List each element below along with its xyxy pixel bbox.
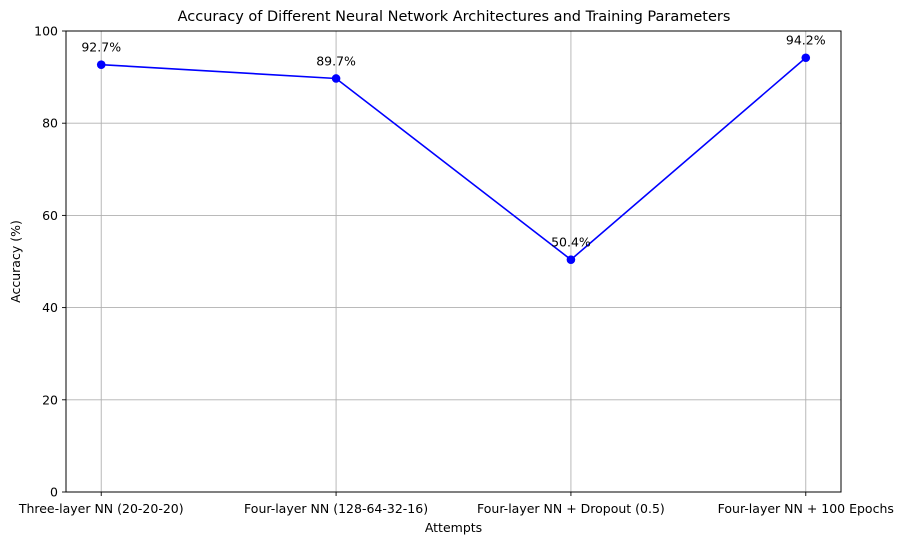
data-point [96, 60, 106, 69]
series [96, 53, 811, 264]
y-tick-label: 0 [50, 485, 58, 500]
chart-title: Accuracy of Different Neural Network Arc… [178, 9, 731, 25]
y-tick-label: 40 [42, 300, 58, 315]
y-tick-label: 20 [42, 392, 58, 407]
data-label: 94.2% [786, 33, 826, 48]
x-tick-label: Four-layer NN + 100 Epochs [718, 501, 894, 516]
grid [66, 30, 841, 493]
data-point [566, 255, 576, 264]
x-axis-label: Attempts [425, 520, 482, 535]
x-tick-label: Three-layer NN (20-20-20) [18, 501, 184, 516]
y-tick-label: 80 [42, 116, 58, 131]
data-label: 89.7% [316, 53, 356, 68]
plot-frame [65, 30, 842, 493]
y-tick-label: 60 [42, 208, 58, 223]
data-label: 92.7% [81, 40, 121, 55]
data-labels: 92.7% 89.7% 50.4% 94.2% [81, 33, 825, 250]
x-tick-label: Four-layer NN (128-64-32-16) [244, 501, 428, 516]
x-tick-label: Four-layer NN + Dropout (0.5) [477, 501, 665, 516]
y-tick-label: 100 [34, 24, 58, 39]
series-line [101, 57, 807, 261]
data-point [331, 74, 341, 83]
axis-ticks: 0 20 40 60 80 100 Three-layer NN (20-20-20) Fou… [18, 24, 894, 517]
data-point [801, 53, 811, 63]
y-axis-label: Accuracy (%) [8, 220, 23, 303]
data-label: 50.4% [551, 235, 591, 250]
